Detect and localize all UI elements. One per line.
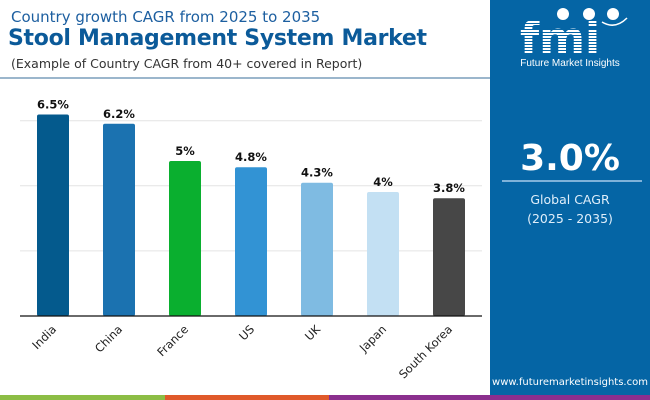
logo-name: Future Market Insights (520, 58, 620, 69)
global-cagr-label: Global CAGR (2025 - 2035) (490, 190, 650, 228)
fmi-logo: fmi (520, 8, 628, 64)
logo-arc (601, 17, 628, 26)
chart-title: Stool Management System Market (8, 26, 427, 51)
bar-france (169, 161, 201, 316)
x-tick-label: South Korea (396, 322, 455, 381)
x-tick-label: India (29, 322, 59, 352)
value-label: 3.8% (433, 181, 465, 195)
value-label: 4.3% (301, 166, 333, 180)
bottom-bar-purple (329, 395, 650, 400)
summary-panel: fmi Future Market Insights 3.0% Global C… (490, 0, 650, 400)
website-link[interactable]: www.futuremarketinsights.com (492, 377, 648, 388)
global-cagr-period: (2025 - 2035) (527, 211, 613, 226)
global-cagr-label-line1: Global CAGR (530, 192, 610, 207)
bar-india (37, 114, 69, 316)
value-label: 5% (175, 144, 195, 158)
bar-chart: 6.5% 6.2% 5% 4.8% 4.3% 4% 3.8% India China Franc… (20, 98, 482, 381)
logo-letters: fmi (520, 13, 600, 64)
globe-asia-icon (607, 8, 619, 20)
global-cagr-value: 3.0% (520, 138, 620, 179)
bar-south-korea (433, 198, 465, 316)
bar-japan (367, 192, 399, 316)
x-tick-label: UK (302, 322, 324, 344)
bar-uk (301, 182, 333, 316)
value-label: 6.2% (103, 107, 135, 121)
value-label: 4.8% (235, 150, 267, 164)
value-labels: 6.5% 6.2% 5% 4.8% 4.3% 4% 3.8% (37, 98, 465, 196)
globe-europe-icon (583, 8, 595, 20)
value-label: 4% (373, 175, 393, 189)
chart-note: (Example of Country CAGR from 40+ covere… (11, 56, 363, 71)
x-tick-label: China (92, 322, 125, 355)
bars (37, 114, 465, 316)
chart-header: Country growth CAGR from 2025 to 2035 St… (0, 0, 490, 79)
bottom-bar-green (0, 395, 165, 400)
header-divider (0, 77, 490, 79)
bar-us (235, 167, 267, 316)
summary-divider (502, 180, 642, 182)
x-tick-labels: India China France US UK Japan South Korea (29, 322, 455, 381)
value-label: 6.5% (37, 98, 69, 112)
bar-china (103, 123, 135, 316)
globe-americas-icon (557, 8, 569, 20)
x-tick-label: France (154, 322, 191, 359)
chart-subtitle: Country growth CAGR from 2025 to 2035 (11, 8, 321, 26)
x-tick-label: US (236, 322, 257, 343)
bottom-bar-orange (165, 395, 329, 400)
x-tick-label: Japan (356, 322, 389, 355)
